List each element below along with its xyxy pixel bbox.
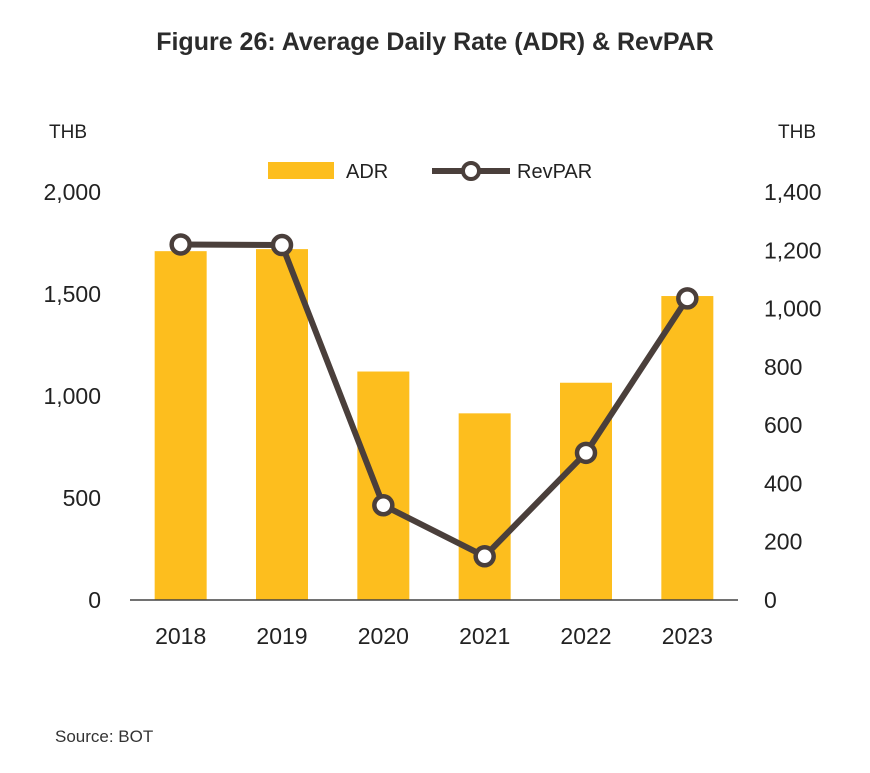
- right-tick-label: 200: [764, 529, 802, 555]
- revpar-point: [473, 545, 496, 568]
- revpar-line: [169, 233, 699, 568]
- right-tick-label: 400: [764, 470, 802, 496]
- adr-bar: [357, 371, 410, 600]
- source-note: Source: BOT: [55, 727, 154, 746]
- left-tick-label: 500: [63, 485, 101, 511]
- x-tick-label: 2018: [155, 623, 206, 649]
- x-axis-ticks: 2018 2019 2020 2021 2022 2023: [155, 623, 713, 649]
- revpar-point: [169, 233, 192, 256]
- right-tick-label: 1,000: [764, 296, 822, 322]
- adr-bar: [661, 296, 714, 600]
- adr-bar: [154, 251, 207, 600]
- right-axis-unit: THB: [778, 122, 816, 143]
- right-tick-label: 800: [764, 354, 802, 380]
- x-tick-label: 2021: [459, 623, 510, 649]
- right-tick-label: 0: [764, 587, 777, 613]
- left-tick-label: 0: [88, 587, 101, 613]
- left-axis-ticks: 0 500 1,000 1,500 2,000: [43, 179, 101, 613]
- right-axis-ticks: 0 200 400 600 800 1,000 1,200 1,400: [764, 179, 822, 613]
- x-tick-label: 2022: [560, 623, 611, 649]
- adr-bar: [560, 382, 612, 600]
- right-tick-label: 1,400: [764, 179, 822, 205]
- left-axis-unit: THB: [49, 122, 87, 143]
- x-tick-label: 2023: [662, 623, 713, 649]
- adr-bar: [256, 249, 308, 600]
- left-tick-label: 1,500: [43, 281, 101, 307]
- right-tick-label: 600: [764, 412, 802, 438]
- revpar-point: [270, 233, 294, 257]
- adr-bar: [458, 413, 511, 600]
- x-tick-label: 2019: [256, 623, 307, 649]
- legend-adr-label: ADR: [346, 161, 388, 183]
- adr-bars: [154, 249, 714, 600]
- revpar-point: [372, 494, 395, 517]
- revpar-point: [676, 287, 699, 310]
- legend: ADR RevPAR: [268, 161, 592, 183]
- left-tick-label: 2,000: [43, 179, 101, 205]
- left-tick-label: 1,000: [43, 383, 101, 409]
- legend-adr-swatch: [268, 162, 334, 179]
- legend-revpar-marker: [461, 161, 481, 181]
- right-tick-label: 1,200: [764, 237, 822, 263]
- revpar-line-path: [180, 241, 690, 560]
- legend-revpar-label: RevPAR: [517, 161, 592, 183]
- revpar-point: [574, 441, 598, 465]
- chart-title: Figure 26: Average Daily Rate (ADR) & Re…: [156, 28, 714, 56]
- x-tick-label: 2020: [358, 623, 409, 649]
